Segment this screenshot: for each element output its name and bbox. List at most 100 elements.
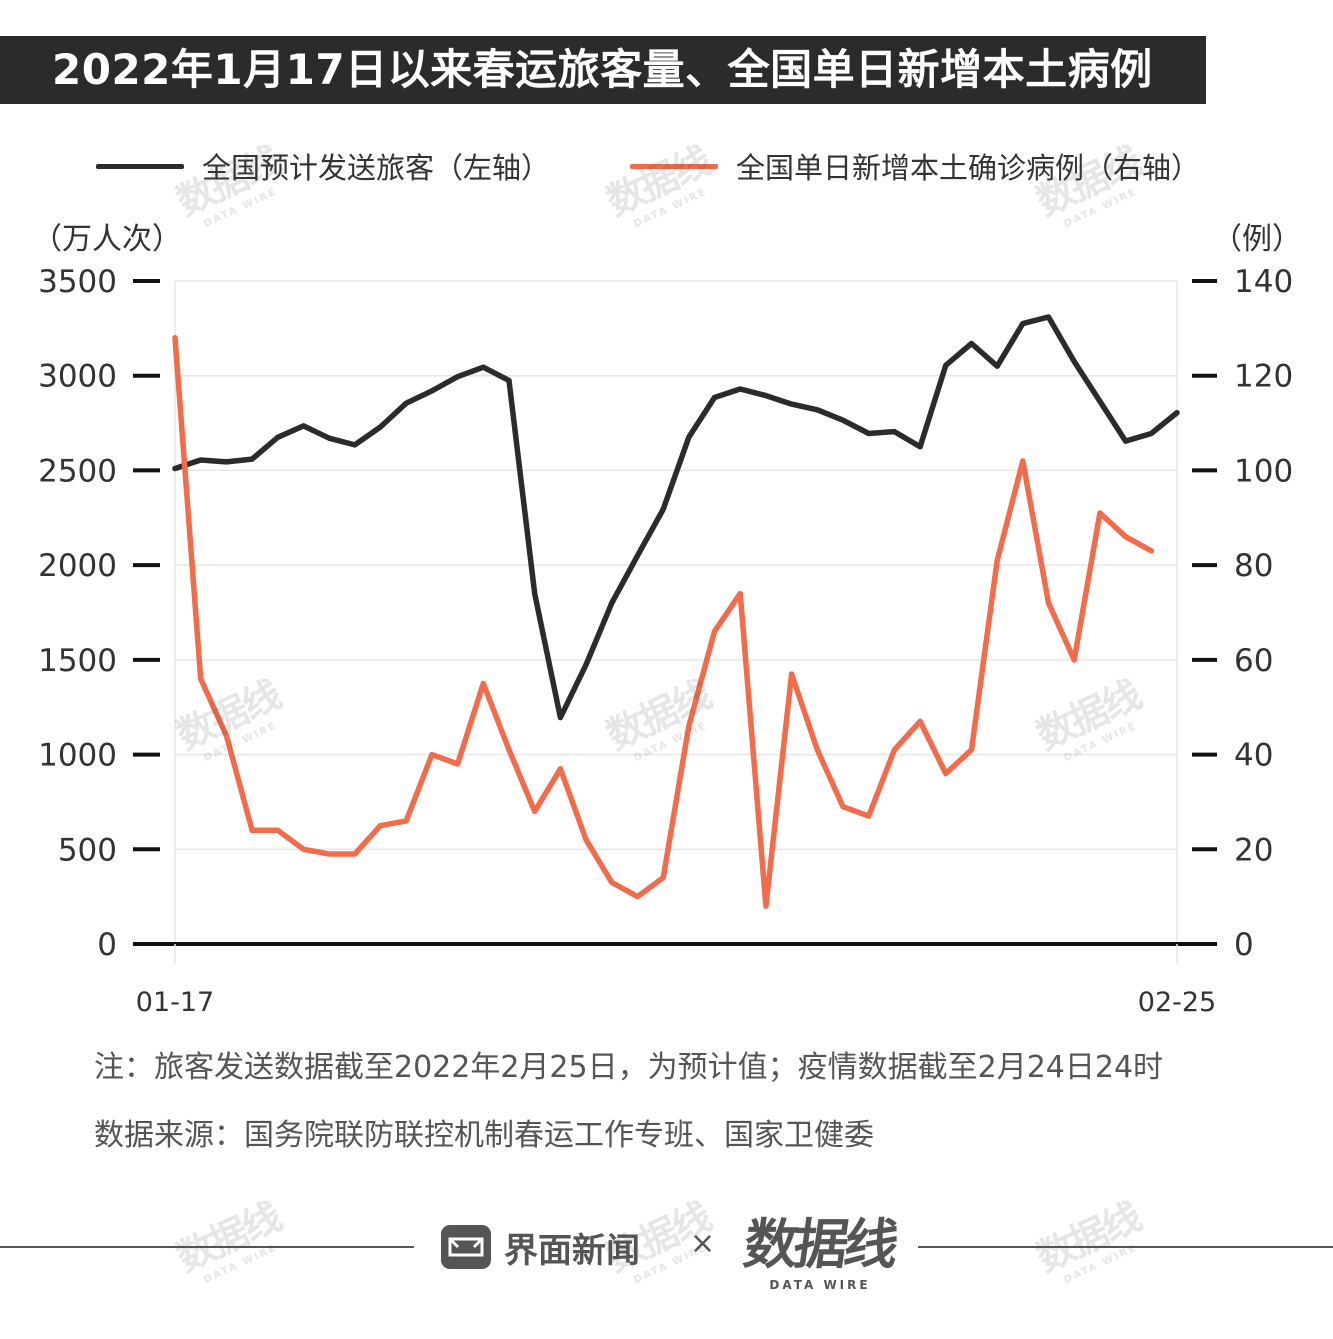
data-point-cases [1071, 657, 1077, 663]
data-point-passengers [326, 435, 332, 441]
right-tick-label: 80 [1234, 548, 1273, 584]
right-tick-label: 20 [1234, 832, 1273, 868]
data-point-cases [737, 591, 743, 597]
data-point-cases [557, 766, 563, 772]
data-point-cases [275, 827, 281, 833]
data-point-passengers [660, 506, 666, 512]
data-point-passengers [532, 591, 538, 597]
data-point-cases [506, 747, 512, 753]
series-line-cases [172, 335, 1155, 909]
data-point-passengers [378, 424, 383, 430]
data-point-cases [686, 723, 692, 729]
left-tick-label: 2500 [38, 453, 117, 489]
data-point-passengers [223, 459, 229, 465]
data-point-passengers [403, 400, 409, 406]
data-point-cases [352, 851, 358, 857]
brand-separator: × [690, 1226, 716, 1261]
brand-jiemian: 界面新闻 [440, 1222, 640, 1272]
data-point-passengers [789, 401, 795, 407]
series-line-passengers [172, 314, 1180, 721]
data-point-cases [891, 747, 897, 753]
data-point-passengers [866, 431, 872, 436]
data-point-passengers [1123, 438, 1129, 444]
brand-jiemian-text: 界面新闻 [504, 1230, 640, 1271]
data-point-cases [660, 875, 666, 881]
data-point-passengers [1148, 431, 1154, 436]
data-point-cases [403, 818, 409, 824]
right-axis-unit: （例） [1212, 222, 1302, 257]
data-point-cases [378, 823, 383, 829]
x-tick-label: 02-25 [1138, 987, 1216, 1018]
data-point-cases [429, 752, 435, 758]
left-tick-label: 500 [58, 832, 117, 868]
right-tick-label: 140 [1234, 264, 1293, 300]
data-point-cases [583, 837, 589, 843]
right-tick-label: 0 [1234, 927, 1254, 963]
brand-datawire-sub: DATA WIRE [769, 1278, 871, 1292]
data-point-passengers [352, 442, 358, 448]
data-point-passengers [455, 374, 461, 380]
data-point-cases [789, 671, 795, 677]
footer-divider-left [0, 1246, 414, 1248]
data-point-passengers [635, 553, 640, 559]
data-point-passengers [1097, 398, 1103, 404]
data-point-cases [969, 747, 974, 753]
data-point-cases [917, 718, 923, 724]
data-point-cases [249, 827, 255, 833]
data-point-passengers [1046, 314, 1051, 320]
right-tick-label: 100 [1234, 453, 1293, 489]
data-point-cases [840, 804, 846, 810]
left-axis-unit: （万人次） [32, 222, 182, 257]
left-tick-label: 1000 [38, 738, 117, 774]
legend-swatch-cases [630, 163, 718, 169]
data-point-cases [866, 813, 872, 819]
brand-datawire: 数据线 DATA WIRE [740, 1200, 899, 1296]
data-point-passengers [1020, 321, 1026, 327]
data-point-cases [763, 903, 769, 909]
data-point-cases [223, 733, 229, 739]
footnote: 注：旅客发送数据截至2022年2月25日，为预计值；疫情数据截至2月24日24时 [94, 1050, 1164, 1085]
data-point-cases [1046, 600, 1051, 606]
data-point-passengers [943, 362, 949, 368]
data-point-passengers [686, 434, 692, 440]
legend-label-passengers: 全国预计发送旅客（左轴） [202, 151, 551, 185]
data-point-passengers [1174, 410, 1180, 416]
data-point-cases [635, 894, 640, 900]
data-point-passengers [994, 363, 1000, 369]
title-bar: 2022年1月17日以来春运旅客量、全国单日新增本土病例 [0, 36, 1206, 104]
data-point-passengers [557, 715, 563, 721]
data-source: 数据来源：国务院联防联控机制春运工作专班、国家卫健委 [94, 1118, 874, 1153]
data-point-cases [609, 879, 615, 885]
brand-datawire-text: 数据线 [739, 1213, 899, 1276]
data-point-passengers [840, 417, 846, 423]
left-tick-label: 0 [97, 927, 117, 963]
data-point-passengers [249, 456, 255, 462]
right-tick-label: 40 [1234, 738, 1273, 774]
data-point-cases [712, 628, 717, 634]
legend-item-cases: 全国单日新增本土确诊病例（右轴） [630, 146, 1200, 186]
left-tick-label: 2000 [38, 548, 117, 584]
data-point-cases [1020, 458, 1026, 464]
data-point-cases [814, 747, 820, 753]
jiemian-logo-icon [441, 1225, 491, 1269]
data-point-passengers [480, 364, 486, 370]
left-tick-label: 3500 [38, 264, 117, 300]
data-point-cases [943, 771, 949, 776]
right-tick-label: 60 [1234, 643, 1273, 679]
data-point-passengers [301, 423, 306, 429]
data-point-passengers [172, 466, 178, 471]
left-tick-label: 1500 [38, 643, 117, 679]
data-point-cases [172, 335, 178, 341]
data-point-passengers [506, 378, 512, 383]
data-point-cases [1148, 548, 1154, 554]
data-point-cases [326, 851, 332, 857]
data-point-cases [1097, 510, 1103, 516]
x-tick-label: 01-17 [136, 987, 214, 1018]
data-point-passengers [891, 429, 897, 435]
data-point-passengers [969, 341, 974, 346]
legend-item-passengers: 全国预计发送旅客（左轴） [96, 146, 550, 186]
legend-label-cases: 全国单日新增本土确诊病例（右轴） [736, 151, 1201, 185]
data-point-passengers [814, 407, 820, 413]
data-point-passengers [737, 386, 743, 392]
